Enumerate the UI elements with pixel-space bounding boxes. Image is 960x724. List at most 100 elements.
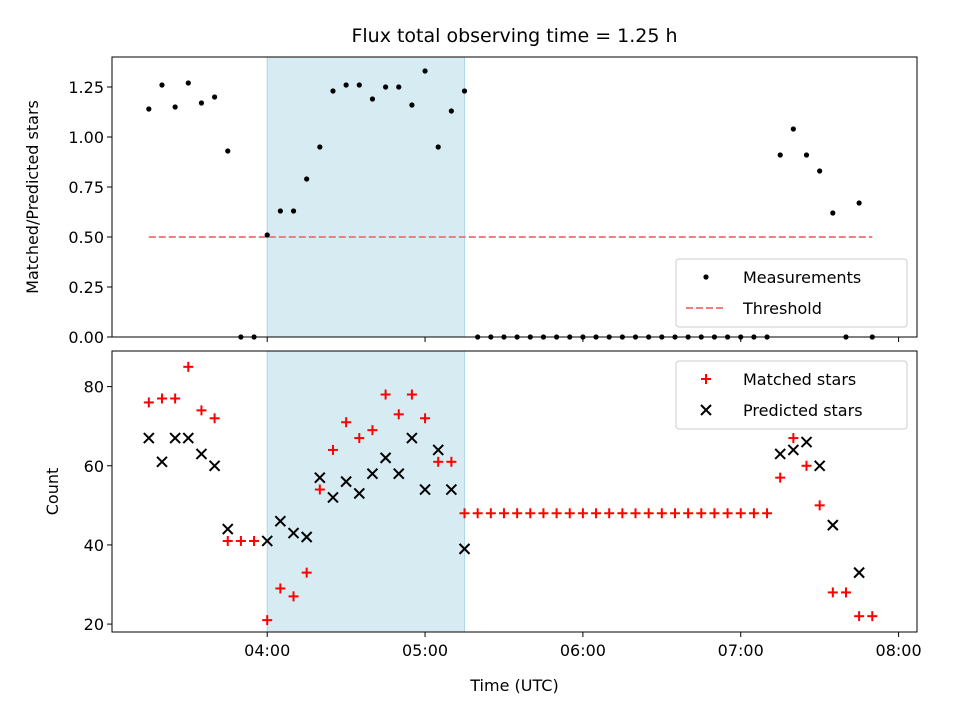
series-1-point-18 [406, 432, 418, 444]
x-mark-b [274, 515, 287, 527]
y-tick-label: 0.50 [68, 228, 104, 247]
y-tick-label: 60 [84, 457, 104, 476]
x-mark-b [827, 519, 839, 531]
series-1-point-21 [445, 483, 458, 496]
series-0-point-24 [459, 508, 470, 519]
x-mark-b [314, 471, 326, 484]
series-0-point-3 [185, 80, 191, 86]
series-0-point-39 [656, 508, 667, 519]
series-0-point-11 [290, 208, 297, 214]
x-mark-b [340, 475, 352, 488]
series-0-point-48 [777, 152, 783, 158]
series-0-point-27 [498, 508, 509, 519]
series-0-point-52 [830, 210, 836, 216]
x-mark-b [222, 523, 234, 535]
series-1-point-4 [195, 448, 208, 460]
series-0-point-3 [183, 361, 194, 372]
series-0-point-1 [156, 393, 167, 404]
series-0-point-22 [435, 144, 441, 150]
series-0-point-20 [409, 102, 415, 108]
y-tick-label: 0.00 [68, 328, 104, 347]
series-0-point-30 [538, 508, 549, 519]
x-mark-b [813, 460, 826, 472]
x-mark-b [169, 432, 181, 444]
series-0-point-32 [564, 508, 575, 519]
series-1-point-1 [156, 456, 168, 468]
series-1-point-27 [827, 519, 839, 531]
x-mark-b [261, 535, 273, 547]
axes-frame [111, 56, 918, 338]
series-0-point-19 [396, 84, 402, 90]
axes-frame [111, 350, 918, 633]
x-mark-b [195, 448, 208, 460]
series-0-point-18 [380, 389, 391, 400]
series-1-point-0 [143, 432, 155, 444]
series-1-point-22 [458, 543, 471, 555]
x-mark-b [366, 467, 379, 480]
series-1-point-16 [379, 452, 392, 464]
legend-label: Measurements [743, 268, 861, 287]
series-0-point-15 [343, 82, 349, 88]
x-mark-b [379, 452, 392, 464]
series-1-point-7 [261, 535, 273, 547]
legend-label: Threshold [742, 299, 822, 318]
series-0-point-51 [817, 168, 823, 174]
series-0-point-8 [249, 535, 260, 546]
x-tick-label: 04:00 [244, 641, 290, 660]
series-0-point-31 [551, 508, 562, 519]
x-mark-b [445, 483, 458, 496]
series-0-point-5 [209, 413, 220, 424]
series-0-point-28 [512, 508, 523, 519]
series-0-point-29 [525, 508, 536, 519]
series-0-point-41 [683, 508, 694, 519]
series-0-point-13 [314, 484, 325, 495]
series-0-point-7 [235, 535, 246, 546]
legend-box [675, 360, 908, 430]
series-0-point-22 [433, 456, 444, 467]
legend: Measurements Threshold [675, 258, 908, 328]
series-0-point-55 [867, 611, 878, 622]
series-0-point-15 [341, 417, 352, 428]
y-tick-label: 0.25 [68, 278, 104, 297]
y-tick-label: 1.25 [68, 78, 104, 97]
series-0-point-49 [788, 433, 799, 444]
x-mark-b [156, 456, 168, 468]
y-axis-label: Count [43, 468, 62, 516]
series-0-point-6 [225, 148, 231, 154]
x-mark-b [774, 448, 786, 460]
series-0-point-6 [222, 535, 233, 546]
y-tick-label: 80 [84, 378, 104, 397]
series-1-point-28 [853, 566, 865, 579]
series-0-point-0 [146, 106, 152, 112]
x-mark-b [300, 531, 313, 543]
series-0-point-38 [643, 508, 654, 519]
series-0-point-19 [393, 409, 404, 420]
series-0-point-51 [814, 500, 825, 511]
series-0-point-18 [382, 84, 389, 90]
series-0-point-11 [288, 591, 299, 602]
series-1-point-23 [774, 448, 786, 460]
series-0-point-54 [854, 611, 865, 622]
series-1-point-9 [287, 527, 300, 539]
series-0-point-13 [317, 144, 323, 150]
y-tick-label: 20 [84, 615, 104, 634]
x-mark-b [393, 467, 405, 480]
x-tick-label: 05:00 [402, 641, 448, 660]
x-tick-label: 08:00 [876, 641, 922, 660]
series-1-point-11 [314, 471, 326, 484]
series-0-point-49 [790, 126, 796, 132]
series-0-point-24 [461, 88, 468, 94]
series-0-point-23 [448, 108, 454, 114]
series-0-point-26 [485, 508, 496, 519]
series-0-point-14 [327, 444, 338, 455]
series-0-point-36 [617, 508, 628, 519]
series-0-point-4 [196, 405, 207, 416]
series-0-point-9 [262, 615, 273, 626]
x-mark-b [327, 491, 339, 504]
series-0-point-21 [422, 68, 428, 74]
series-0-point-46 [748, 508, 759, 519]
series-1-point-12 [327, 491, 339, 504]
y-tick-label: 1.00 [68, 128, 104, 147]
series-0-point-10 [275, 583, 286, 594]
